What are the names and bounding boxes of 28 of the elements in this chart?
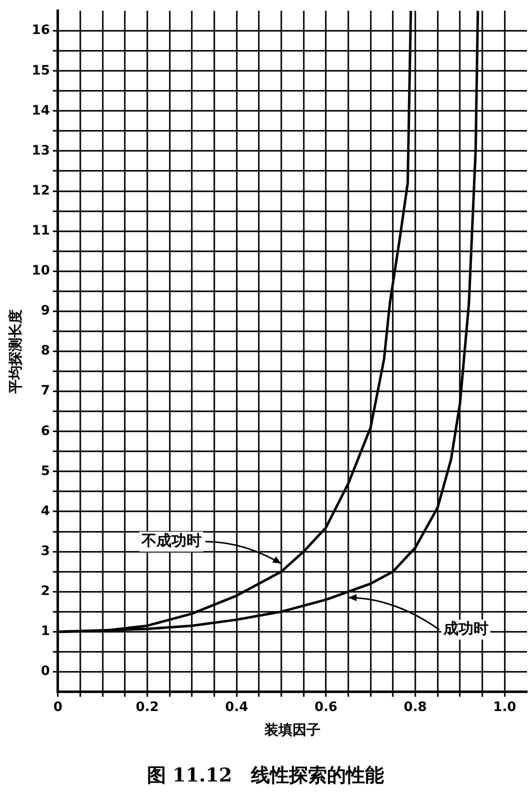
y-tick-label: 1 [40, 624, 50, 640]
y-tick-label: 0 [40, 664, 50, 680]
annotation: 成功时 [442, 620, 488, 638]
y-tick-label: 8 [40, 344, 50, 359]
y-axis-title: 平均探测长度 [7, 309, 24, 394]
x-tick-label: 0.6 [314, 700, 338, 715]
y-tick-label: 11 [32, 224, 50, 238]
annotation: 不成功时 [140, 532, 202, 550]
y-tick-label: 15 [32, 63, 50, 78]
y-tick-label: 12 [32, 183, 50, 198]
y-tick-label: 6 [40, 424, 50, 439]
y-tick-label: 5 [40, 464, 50, 479]
x-tick-label: 1.0 [493, 700, 516, 715]
x-tick-label: 0 [53, 700, 62, 715]
y-tick-label: 3 [40, 544, 50, 559]
y-tick-label: 9 [40, 304, 50, 319]
y-tick-label: 10 [32, 264, 50, 279]
y-tick-label: 16 [32, 23, 50, 38]
x-tick-label: 0.8 [404, 700, 427, 715]
x-tick-label: 0.2 [136, 700, 159, 715]
x-axis-title: 装填因子 [263, 722, 320, 738]
y-tick-label: 7 [40, 384, 50, 399]
y-tick-label: 13 [32, 143, 50, 158]
x-tick-label: 0.4 [225, 700, 248, 715]
y-tick-label: 14 [32, 103, 50, 118]
y-tick-label: 4 [40, 504, 50, 519]
text: 图 11.12 线性探索的性能 [146, 764, 384, 787]
y-tick-label: 2 [40, 584, 50, 600]
